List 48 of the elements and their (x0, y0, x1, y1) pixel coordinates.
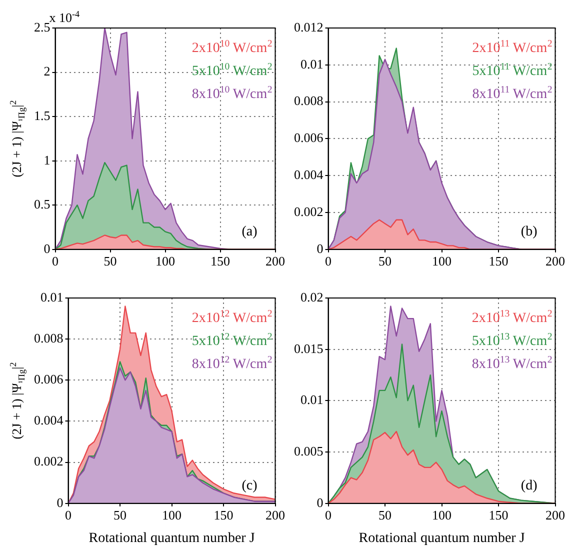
annotation: (b) (520, 224, 538, 240)
x-tick-label: 50 (378, 508, 392, 523)
y-tick-label: 2.5 (34, 19, 50, 34)
x-axis-title: Rotational quantum number J (88, 531, 256, 546)
x-tick-label: 200 (546, 254, 565, 269)
annotation: (c) (242, 478, 258, 494)
x-tick-label: 100 (432, 508, 452, 523)
y-tick-label: 0.015 (294, 340, 324, 356)
y-tick-label: 0.006 (294, 130, 324, 146)
x-tick-label: 50 (378, 254, 392, 269)
x-tick-label: 150 (210, 254, 230, 269)
y-tick-label: 0.02 (300, 289, 324, 304)
y-tick-label: 2 (44, 64, 50, 79)
y-tick-label: 0.004 (294, 167, 324, 182)
y-tick-label: 1 (44, 152, 50, 168)
x-tick-label: 150 (214, 508, 234, 523)
x-tick-label: 100 (162, 508, 182, 523)
x-tick-label: 150 (488, 508, 508, 523)
y-axis-title: (2J + 1) |Ψ¹Πg|2 (8, 362, 26, 440)
x-tick-label: 50 (114, 508, 126, 523)
y-tick-label: 0 (44, 240, 50, 256)
y-tick-label: 0.5 (34, 196, 50, 212)
y-tick-label: 0 (316, 240, 324, 256)
annotation: (a) (242, 224, 258, 240)
y-tick-label: 0.002 (34, 454, 64, 469)
y-tick-label: 0 (56, 494, 64, 510)
y-tick-label: 0.006 (34, 372, 64, 387)
y-tick-label: 0.002 (294, 204, 324, 219)
x-tick-label: 200 (266, 508, 285, 523)
y-tick-label: 0.012 (294, 19, 324, 34)
x-axis-title: Rotational quantum number J (358, 531, 526, 546)
y-tick-label: 1.5 (34, 108, 50, 123)
x-tick-label: 150 (488, 254, 508, 269)
y-tick-label: 0.01 (300, 392, 324, 408)
x-tick-label: 100 (432, 254, 452, 269)
y-tick-label: 0.01 (40, 289, 64, 304)
y-tick-label: 0.004 (34, 412, 64, 428)
y-tick-label: 0.01 (300, 56, 324, 72)
y-axis-title: (2J + 1) |Ψ¹Πg|2 (8, 100, 26, 178)
y-tick-label: 0.008 (34, 330, 64, 346)
x-tick-label: 200 (266, 254, 285, 269)
y-tick-label: 0.008 (294, 93, 324, 108)
x-tick-label: 100 (156, 254, 175, 269)
y-tick-label: 0 (316, 494, 324, 510)
y-tick-label: 0.005 (294, 443, 324, 458)
x-tick-label: 50 (104, 254, 117, 269)
x-tick-label: 200 (546, 508, 565, 523)
annotation: (d) (520, 478, 538, 494)
